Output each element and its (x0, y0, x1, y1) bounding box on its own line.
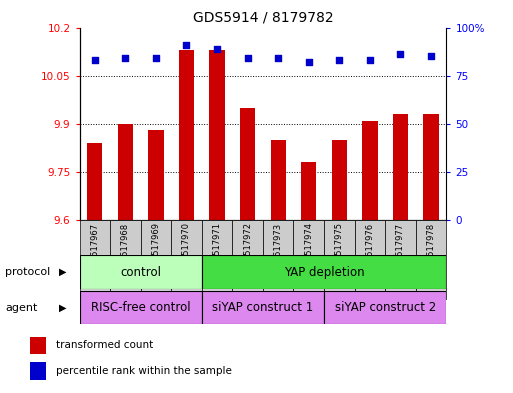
Bar (263, 220, 293, 299)
Bar (30, 336, 46, 354)
Bar (202, 291, 324, 324)
Bar (270, 140, 286, 220)
Text: GSM1517969: GSM1517969 (151, 222, 161, 278)
Bar (354, 220, 385, 299)
Bar (80, 220, 110, 299)
Text: GSM1517978: GSM1517978 (426, 222, 436, 279)
Text: RISC-free control: RISC-free control (91, 301, 190, 314)
Bar (416, 220, 446, 299)
Bar (232, 220, 263, 299)
Bar (393, 114, 408, 220)
Text: percentile rank within the sample: percentile rank within the sample (56, 366, 231, 376)
Bar (30, 362, 46, 380)
Point (305, 59, 313, 65)
Text: protocol: protocol (5, 267, 50, 277)
Bar (324, 291, 446, 324)
Text: agent: agent (5, 303, 37, 312)
Text: ▶: ▶ (59, 267, 67, 277)
Point (274, 55, 282, 61)
Bar (179, 50, 194, 220)
Bar (80, 255, 202, 289)
Text: GSM1517975: GSM1517975 (335, 222, 344, 278)
Text: GSM1517973: GSM1517973 (274, 222, 283, 279)
Bar (171, 220, 202, 299)
Text: siYAP construct 2: siYAP construct 2 (334, 301, 436, 314)
Text: GSM1517976: GSM1517976 (365, 222, 374, 279)
Text: GSM1517968: GSM1517968 (121, 222, 130, 279)
Point (397, 51, 405, 58)
Text: siYAP construct 1: siYAP construct 1 (212, 301, 313, 314)
Bar (240, 108, 255, 220)
Point (244, 55, 252, 61)
Bar (202, 255, 446, 289)
Point (183, 42, 191, 48)
Text: GSM1517967: GSM1517967 (90, 222, 100, 279)
Text: GSM1517977: GSM1517977 (396, 222, 405, 279)
Bar (362, 121, 378, 220)
Bar (423, 114, 439, 220)
Text: GSM1517974: GSM1517974 (304, 222, 313, 278)
Bar (148, 130, 164, 220)
Bar (324, 220, 354, 299)
Title: GDS5914 / 8179782: GDS5914 / 8179782 (192, 11, 333, 25)
Point (335, 57, 343, 63)
Point (121, 55, 129, 61)
Text: ▶: ▶ (59, 303, 67, 312)
Text: GSM1517970: GSM1517970 (182, 222, 191, 278)
Bar (141, 220, 171, 299)
Point (152, 55, 160, 61)
Bar (209, 50, 225, 220)
Text: GSM1517971: GSM1517971 (212, 222, 222, 278)
Bar (332, 140, 347, 220)
Point (91, 57, 99, 63)
Point (427, 53, 435, 59)
Point (366, 57, 374, 63)
Text: YAP depletion: YAP depletion (284, 266, 364, 279)
Text: control: control (120, 266, 161, 279)
Bar (80, 291, 202, 324)
Bar (117, 124, 133, 220)
Bar (301, 162, 317, 220)
Bar (110, 220, 141, 299)
Bar (202, 220, 232, 299)
Bar (87, 143, 103, 220)
Point (213, 46, 221, 52)
Text: transformed count: transformed count (56, 340, 153, 350)
Bar (385, 220, 416, 299)
Bar (293, 220, 324, 299)
Text: GSM1517972: GSM1517972 (243, 222, 252, 278)
